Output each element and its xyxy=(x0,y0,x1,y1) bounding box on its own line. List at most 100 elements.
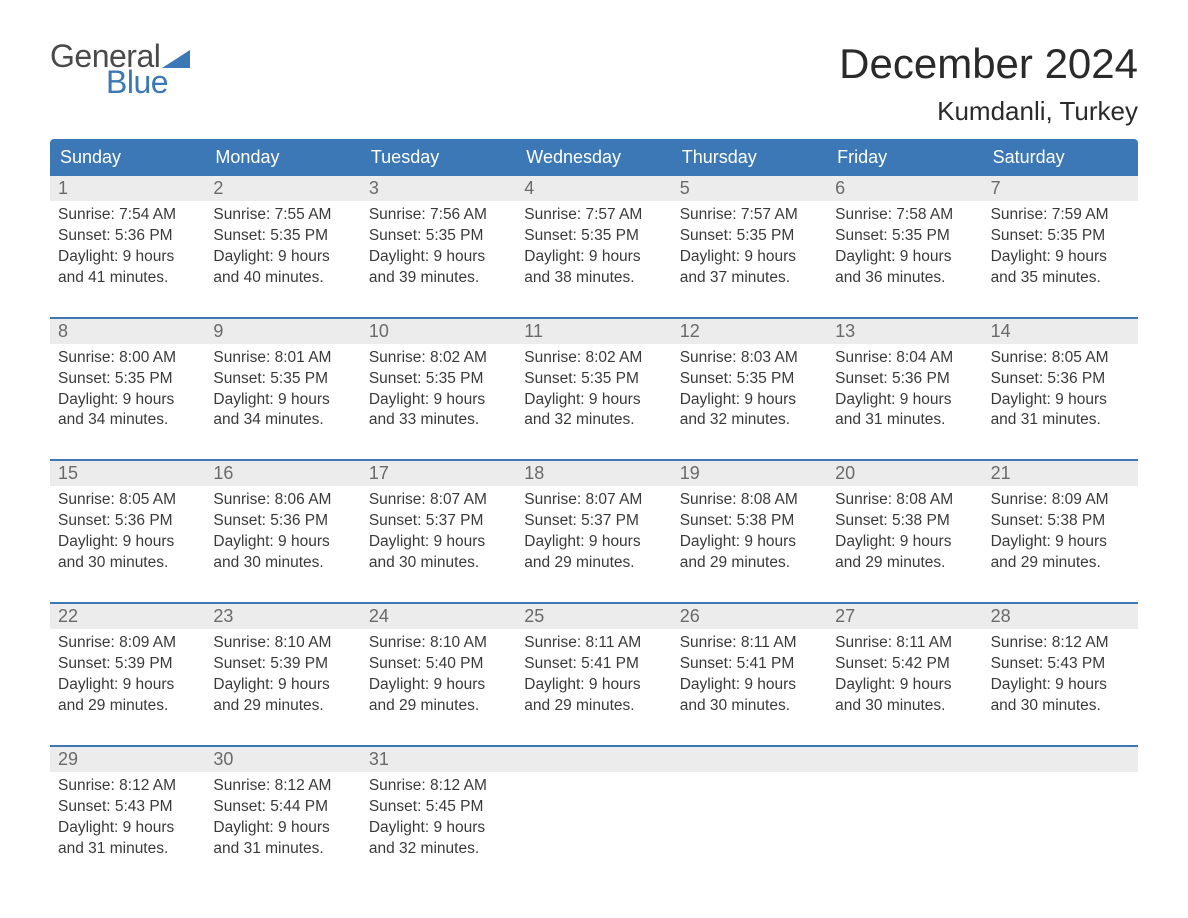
day-sunset: Sunset: 5:45 PM xyxy=(369,797,508,818)
day-d2: and 31 minutes. xyxy=(213,839,352,860)
day-number xyxy=(983,747,1138,772)
day-sunset: Sunset: 5:39 PM xyxy=(213,654,352,675)
day-d2: and 29 minutes. xyxy=(213,696,352,717)
day-sunset: Sunset: 5:44 PM xyxy=(213,797,352,818)
calendar: Sunday Monday Tuesday Wednesday Thursday… xyxy=(50,139,1138,869)
day-d1: Daylight: 9 hours xyxy=(835,532,974,553)
day-number: 6 xyxy=(827,176,982,201)
day-number: 29 xyxy=(50,747,205,772)
day-details: Sunrise: 7:54 AMSunset: 5:36 PMDaylight:… xyxy=(50,201,205,299)
day-details: Sunrise: 8:12 AMSunset: 5:45 PMDaylight:… xyxy=(361,772,516,870)
day-sunset: Sunset: 5:41 PM xyxy=(524,654,663,675)
day-d2: and 29 minutes. xyxy=(58,696,197,717)
day-details xyxy=(983,772,1138,870)
day-details: Sunrise: 8:07 AMSunset: 5:37 PMDaylight:… xyxy=(516,486,671,584)
day-number: 12 xyxy=(672,319,827,344)
weekday-header: Thursday xyxy=(672,139,827,176)
day-sunrise: Sunrise: 8:08 AM xyxy=(835,490,974,511)
day-d2: and 31 minutes. xyxy=(835,410,974,431)
day-details: Sunrise: 8:12 AMSunset: 5:44 PMDaylight:… xyxy=(205,772,360,870)
week-block: 15161718192021Sunrise: 8:05 AMSunset: 5:… xyxy=(50,459,1138,584)
day-number: 7 xyxy=(983,176,1138,201)
day-number: 31 xyxy=(361,747,516,772)
day-sunrise: Sunrise: 7:59 AM xyxy=(991,205,1130,226)
day-details-row: Sunrise: 8:05 AMSunset: 5:36 PMDaylight:… xyxy=(50,486,1138,584)
day-d2: and 35 minutes. xyxy=(991,268,1130,289)
day-sunrise: Sunrise: 8:09 AM xyxy=(58,633,197,654)
day-details: Sunrise: 8:09 AMSunset: 5:38 PMDaylight:… xyxy=(983,486,1138,584)
day-sunset: Sunset: 5:38 PM xyxy=(835,511,974,532)
day-sunset: Sunset: 5:42 PM xyxy=(835,654,974,675)
day-sunrise: Sunrise: 8:12 AM xyxy=(369,776,508,797)
day-sunrise: Sunrise: 8:03 AM xyxy=(680,348,819,369)
day-sunset: Sunset: 5:36 PM xyxy=(835,369,974,390)
day-sunset: Sunset: 5:35 PM xyxy=(835,226,974,247)
day-sunrise: Sunrise: 8:01 AM xyxy=(213,348,352,369)
day-number: 25 xyxy=(516,604,671,629)
day-sunset: Sunset: 5:35 PM xyxy=(58,369,197,390)
day-number: 21 xyxy=(983,461,1138,486)
day-d2: and 36 minutes. xyxy=(835,268,974,289)
day-d1: Daylight: 9 hours xyxy=(369,532,508,553)
header: General Blue December 2024 Kumdanli, Tur… xyxy=(50,40,1138,127)
day-d1: Daylight: 9 hours xyxy=(58,532,197,553)
day-number-row: 293031 xyxy=(50,747,1138,772)
day-d1: Daylight: 9 hours xyxy=(524,390,663,411)
day-d1: Daylight: 9 hours xyxy=(991,675,1130,696)
day-details: Sunrise: 8:09 AMSunset: 5:39 PMDaylight:… xyxy=(50,629,205,727)
day-sunrise: Sunrise: 8:06 AM xyxy=(213,490,352,511)
day-number: 23 xyxy=(205,604,360,629)
day-d1: Daylight: 9 hours xyxy=(369,818,508,839)
day-sunrise: Sunrise: 8:05 AM xyxy=(991,348,1130,369)
day-d1: Daylight: 9 hours xyxy=(835,390,974,411)
day-details: Sunrise: 7:57 AMSunset: 5:35 PMDaylight:… xyxy=(516,201,671,299)
day-d1: Daylight: 9 hours xyxy=(213,532,352,553)
day-d2: and 30 minutes. xyxy=(213,553,352,574)
day-details-row: Sunrise: 8:12 AMSunset: 5:43 PMDaylight:… xyxy=(50,772,1138,870)
day-sunrise: Sunrise: 8:09 AM xyxy=(991,490,1130,511)
day-sunrise: Sunrise: 7:54 AM xyxy=(58,205,197,226)
day-details-row: Sunrise: 8:09 AMSunset: 5:39 PMDaylight:… xyxy=(50,629,1138,727)
month-title: December 2024 xyxy=(839,40,1138,88)
weekday-header-row: Sunday Monday Tuesday Wednesday Thursday… xyxy=(50,139,1138,176)
week-block: 22232425262728Sunrise: 8:09 AMSunset: 5:… xyxy=(50,602,1138,727)
week-block: 293031Sunrise: 8:12 AMSunset: 5:43 PMDay… xyxy=(50,745,1138,870)
day-d1: Daylight: 9 hours xyxy=(680,675,819,696)
day-d1: Daylight: 9 hours xyxy=(213,675,352,696)
day-d2: and 33 minutes. xyxy=(369,410,508,431)
day-details-row: Sunrise: 8:00 AMSunset: 5:35 PMDaylight:… xyxy=(50,344,1138,442)
day-sunset: Sunset: 5:37 PM xyxy=(524,511,663,532)
day-details: Sunrise: 8:02 AMSunset: 5:35 PMDaylight:… xyxy=(361,344,516,442)
day-sunrise: Sunrise: 8:07 AM xyxy=(369,490,508,511)
day-details: Sunrise: 8:11 AMSunset: 5:41 PMDaylight:… xyxy=(516,629,671,727)
day-number: 26 xyxy=(672,604,827,629)
day-d2: and 32 minutes. xyxy=(369,839,508,860)
day-d1: Daylight: 9 hours xyxy=(58,247,197,268)
day-sunrise: Sunrise: 8:11 AM xyxy=(524,633,663,654)
day-sunrise: Sunrise: 7:55 AM xyxy=(213,205,352,226)
day-d2: and 39 minutes. xyxy=(369,268,508,289)
day-d2: and 37 minutes. xyxy=(680,268,819,289)
day-sunrise: Sunrise: 8:07 AM xyxy=(524,490,663,511)
day-details: Sunrise: 8:00 AMSunset: 5:35 PMDaylight:… xyxy=(50,344,205,442)
day-sunset: Sunset: 5:43 PM xyxy=(991,654,1130,675)
day-sunset: Sunset: 5:36 PM xyxy=(991,369,1130,390)
day-d2: and 38 minutes. xyxy=(524,268,663,289)
weekday-header: Tuesday xyxy=(361,139,516,176)
day-details xyxy=(516,772,671,870)
day-details xyxy=(672,772,827,870)
day-d1: Daylight: 9 hours xyxy=(369,675,508,696)
day-d1: Daylight: 9 hours xyxy=(835,247,974,268)
day-sunrise: Sunrise: 8:12 AM xyxy=(58,776,197,797)
day-number: 27 xyxy=(827,604,982,629)
day-d2: and 30 minutes. xyxy=(369,553,508,574)
day-number-row: 1234567 xyxy=(50,176,1138,201)
day-d1: Daylight: 9 hours xyxy=(680,532,819,553)
day-details: Sunrise: 8:05 AMSunset: 5:36 PMDaylight:… xyxy=(983,344,1138,442)
day-sunrise: Sunrise: 8:11 AM xyxy=(680,633,819,654)
day-d2: and 29 minutes. xyxy=(524,553,663,574)
day-sunrise: Sunrise: 8:12 AM xyxy=(213,776,352,797)
day-sunset: Sunset: 5:41 PM xyxy=(680,654,819,675)
day-sunrise: Sunrise: 8:02 AM xyxy=(369,348,508,369)
day-d2: and 40 minutes. xyxy=(213,268,352,289)
